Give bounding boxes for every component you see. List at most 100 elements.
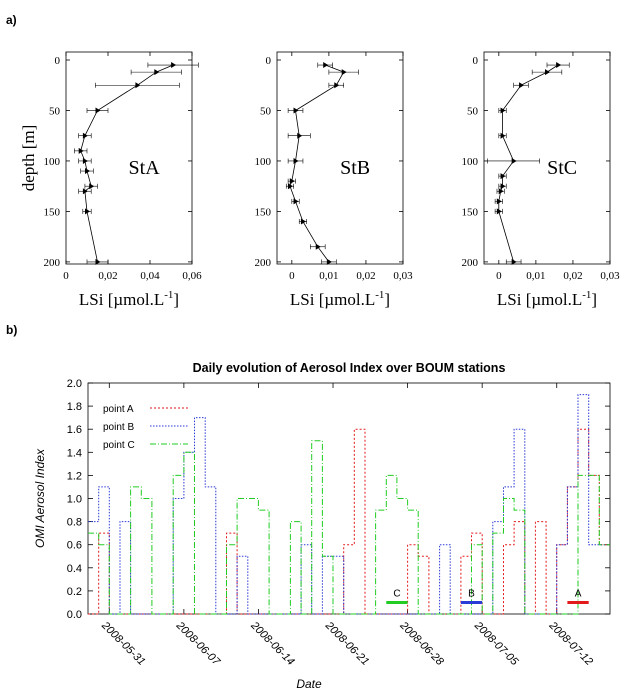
y-tick-label: 100 — [462, 156, 479, 168]
data-point — [82, 132, 88, 139]
y-tick-label: 1.8 — [67, 401, 82, 413]
legend-label: point B — [103, 422, 134, 433]
legend-label: point C — [103, 440, 135, 451]
y-tick-label: 1.2 — [67, 470, 82, 482]
x-tick-label: 0,03 — [600, 270, 620, 282]
x-tick-label: 0,01 — [319, 270, 338, 282]
data-point — [95, 258, 101, 265]
y-tick-label: 0.2 — [67, 586, 82, 598]
legend: point A point B point C — [103, 404, 188, 451]
data-point — [300, 218, 306, 225]
data-point — [500, 132, 506, 139]
y-tick-label: 2.0 — [67, 378, 82, 390]
data-point — [293, 198, 299, 205]
x-tick-label: 0,04 — [140, 270, 160, 282]
x-axis-label: LSi [µmol.L-1] — [497, 289, 597, 309]
data-point — [293, 157, 299, 164]
data-point — [85, 168, 90, 175]
data-point — [85, 208, 90, 215]
y-axis-label: depth [m] — [19, 125, 38, 192]
y-tick-label: 0 — [266, 55, 272, 67]
x-tick-label: 0,02 — [98, 270, 117, 282]
x-tick-label: 0,02 — [356, 270, 375, 282]
y-tick-label: 100 — [44, 156, 61, 168]
data-point — [341, 69, 347, 76]
data-point — [82, 188, 88, 195]
x-tick-label: 2008-05-31 — [98, 619, 147, 668]
x-tick-label: 2008-06-07 — [173, 619, 223, 669]
y-tick-label: 200 — [255, 257, 272, 269]
plot-frame — [483, 51, 611, 265]
data-point — [556, 62, 562, 69]
x-tick-label: 0 — [63, 270, 69, 282]
y-tick-label: 50 — [49, 105, 61, 117]
y-tick-label: 1.0 — [67, 494, 82, 506]
y-tick-label: 200 — [44, 257, 61, 269]
y-tick-label: 100 — [255, 156, 272, 168]
series-line-point-b — [88, 394, 610, 615]
data-point — [496, 208, 502, 215]
y-tick-label: 0 — [473, 55, 479, 67]
x-tick-label: 2008-07-05 — [471, 619, 521, 669]
data-point — [135, 82, 141, 89]
station-marker-label: C — [393, 588, 400, 599]
x-tick-label: 2008-07-12 — [546, 619, 595, 668]
profile-line — [80, 64, 174, 262]
data-point — [498, 188, 504, 195]
data-point — [500, 173, 506, 180]
data-point — [171, 62, 177, 69]
y-tick-label: 50 — [467, 105, 479, 117]
panel-label-b: b) — [6, 323, 17, 337]
y-tick-label: 0.8 — [67, 517, 82, 529]
x-axis-label-sup: -1 — [375, 289, 384, 301]
panel-label-a: a) — [6, 13, 17, 27]
x-tick-label: 0,01 — [526, 270, 545, 282]
station-marker-label: A — [575, 588, 582, 599]
data-point — [287, 183, 293, 190]
y-tick-label: 200 — [462, 257, 479, 269]
data-point — [95, 107, 101, 114]
x-axis-label-sup: -1 — [164, 289, 173, 301]
x-axis-label: LSi [µmol.L-1] — [290, 289, 390, 309]
x-axis-label-tail: ] — [173, 290, 179, 309]
y-tick-label: 0.4 — [67, 563, 82, 575]
data-point — [289, 178, 295, 185]
x-tick-label: 0,03 — [393, 270, 413, 282]
x-tick-label: 0 — [496, 270, 502, 282]
chart-title: Daily evolution of Aerosol Index over BO… — [193, 361, 506, 375]
data-point — [293, 107, 299, 114]
panel-b-aerosol-chart: Daily evolution of Aerosol Index over BO… — [33, 361, 611, 691]
y-tick-label: 150 — [462, 206, 479, 218]
data-point — [154, 69, 160, 76]
data-point — [334, 82, 340, 89]
series-line-point-a — [88, 428, 610, 615]
x-axis-label-tail: ] — [591, 290, 597, 309]
data-point — [500, 183, 506, 190]
x-axis-label-sup: -1 — [582, 289, 591, 301]
data-point — [500, 107, 506, 114]
data-point — [496, 198, 502, 205]
data-point — [511, 157, 517, 164]
station-label: StB — [340, 157, 370, 179]
data-point — [326, 258, 332, 265]
profile-chart-3: 0 50 100 150 200 0 0,01 0,02 0,03 StC LSi [µmol.L-… — [462, 51, 620, 309]
data-point — [315, 243, 321, 250]
y-tick-label: 0.6 — [67, 540, 82, 552]
plot-frame — [276, 51, 404, 265]
station-label: StC — [547, 157, 577, 179]
data-point — [82, 157, 88, 164]
series-line-point-c — [88, 440, 610, 615]
data-point — [545, 69, 550, 76]
x-axis-label: Date — [296, 677, 322, 691]
data-point — [323, 62, 329, 69]
data-point — [519, 82, 525, 89]
x-tick-label: 2008-06-14 — [248, 619, 297, 668]
x-axis-label-main: LSi [µmol.L — [79, 290, 164, 309]
y-tick-label: 50 — [260, 105, 272, 117]
y-tick-label: 1.6 — [67, 424, 82, 436]
y-axis-label: OMI Aerosol Index — [33, 448, 47, 548]
profile-line — [289, 64, 345, 263]
x-axis-label-main: LSi [µmol.L — [290, 290, 375, 309]
